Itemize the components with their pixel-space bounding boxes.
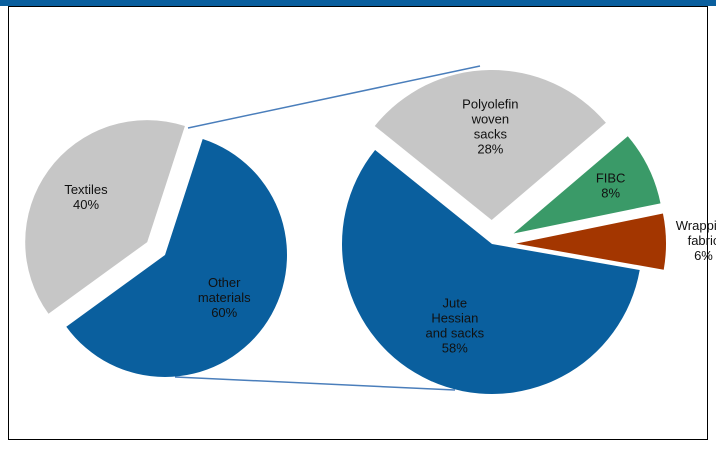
pie-slice xyxy=(342,150,640,394)
slice-value-label: 58% xyxy=(442,340,468,355)
connector-line xyxy=(187,65,481,129)
pie-slice xyxy=(515,213,666,270)
slice-label: Jute Hessian and sacks xyxy=(426,295,485,340)
slice-label: Wrappingfabric xyxy=(676,218,716,248)
pie-slice xyxy=(513,136,661,234)
slice-label: Textiles xyxy=(64,182,108,197)
slice-label: Polyolefin woven sacks xyxy=(462,97,518,142)
header-band xyxy=(0,0,716,6)
pie-slice xyxy=(25,120,185,314)
chart-frame xyxy=(8,6,708,440)
slice-value-label: 6% xyxy=(694,248,713,263)
slice-value-label: 28% xyxy=(477,142,503,157)
slice-label: Other materials xyxy=(198,275,251,305)
pie-slice xyxy=(374,70,606,221)
slice-label: FIBC xyxy=(596,171,626,186)
slice-value-label: 40% xyxy=(73,197,99,212)
connector-line xyxy=(174,376,456,391)
slice-value-label: 8% xyxy=(601,186,620,201)
slice-value-label: 60% xyxy=(211,305,237,320)
pie-slice xyxy=(66,138,287,378)
